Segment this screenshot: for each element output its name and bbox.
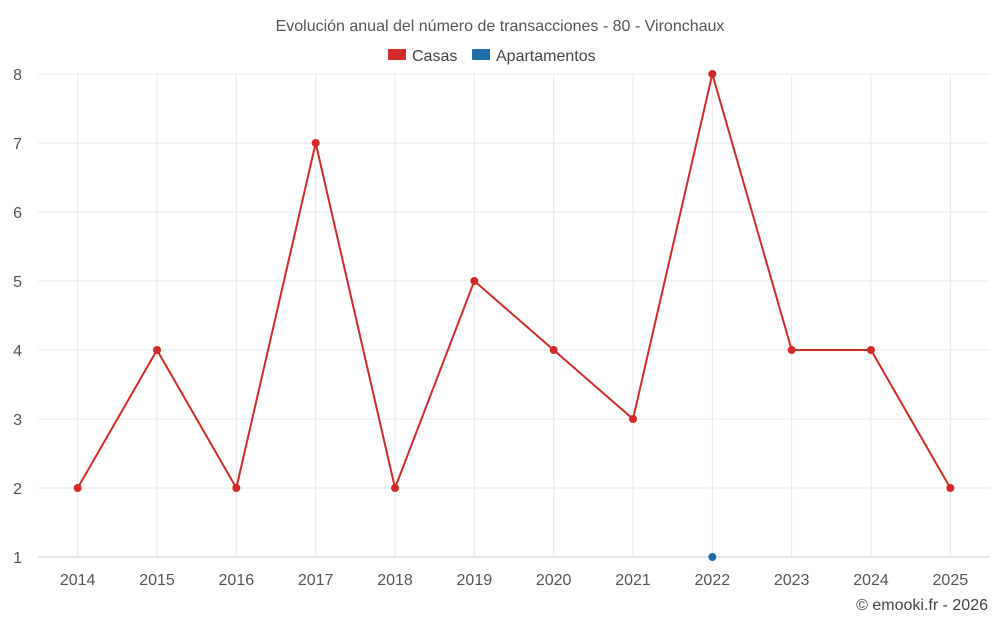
grid xyxy=(38,73,990,558)
x-tick-label: 2025 xyxy=(933,572,969,589)
x-axis: 2014 2015 2016 2017 2018 2019 2020 2021 2022 2023… xyxy=(60,572,968,589)
x-tick-label: 2020 xyxy=(536,572,572,589)
y-tick-label: 8 xyxy=(13,67,22,84)
x-tick-label: 2024 xyxy=(853,572,889,589)
legend-swatch-apartamentos xyxy=(472,49,490,60)
legend-label-apartamentos: Apartamentos xyxy=(496,48,596,65)
data-point-casas xyxy=(470,277,479,285)
data-point-casas xyxy=(549,346,558,354)
data-point-casas xyxy=(153,346,161,354)
x-tick-label: 2015 xyxy=(139,572,175,589)
y-tick-label: 6 xyxy=(13,205,22,222)
data-point-casas xyxy=(311,139,320,147)
y-tick-label: 7 xyxy=(13,136,22,153)
data-point-casas xyxy=(867,346,875,354)
x-tick-label: 2022 xyxy=(695,572,731,589)
x-tick-label: 2019 xyxy=(457,572,493,589)
x-tick-label: 2023 xyxy=(774,572,810,589)
y-tick-label: 1 xyxy=(13,550,22,567)
y-tick-label: 3 xyxy=(13,412,22,429)
y-tick-label: 5 xyxy=(13,274,22,291)
x-tick-label: 2018 xyxy=(377,572,413,589)
data-point-casas xyxy=(73,484,82,492)
data-point-casas xyxy=(708,70,717,78)
series-layer xyxy=(73,70,955,561)
y-tick-label: 4 xyxy=(13,343,22,360)
x-tick-label: 2016 xyxy=(219,572,255,589)
x-tick-label: 2021 xyxy=(615,572,651,589)
data-point-casas xyxy=(946,484,955,492)
legend: Casas Apartamentos xyxy=(388,48,596,65)
series-line-casas xyxy=(76,73,952,489)
x-tick-label: 2017 xyxy=(298,572,334,589)
y-axis: 1 2 3 4 5 6 7 8 xyxy=(13,67,22,567)
data-point-casas xyxy=(391,484,399,492)
data-point-apartamentos xyxy=(708,553,717,561)
data-point-casas xyxy=(629,415,637,423)
chart-title: Evolución anual del número de transaccio… xyxy=(276,18,725,35)
credit-text: © emooki.fr - 2026 xyxy=(856,597,988,614)
x-tick-label: 2014 xyxy=(60,572,96,589)
y-tick-label: 2 xyxy=(13,481,22,498)
legend-label-casas: Casas xyxy=(412,48,457,65)
legend-swatch-casas xyxy=(388,49,406,60)
data-point-casas xyxy=(787,346,796,354)
data-point-casas xyxy=(232,484,241,492)
